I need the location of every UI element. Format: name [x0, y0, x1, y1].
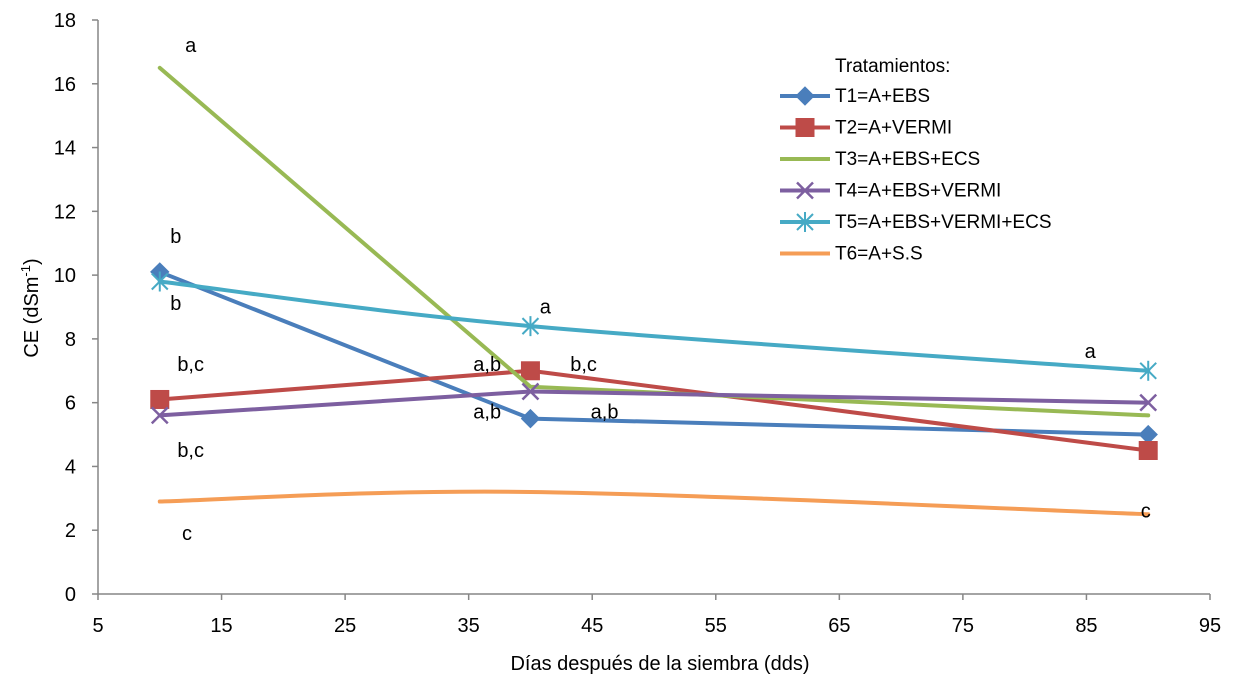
y-tick-label: 14 [54, 138, 76, 160]
series-2 [150, 361, 1158, 460]
x-tick-label: 65 [828, 615, 850, 637]
y-tick-label: 10 [54, 265, 76, 287]
y-tick-label: 2 [65, 520, 76, 542]
y-axis-title-close: ) [21, 258, 43, 265]
y-tick-label: 18 [54, 10, 76, 32]
data-point [1139, 393, 1158, 412]
series-line [157, 65, 1151, 418]
x-tick-label: 45 [581, 615, 603, 637]
y-tick-label: 6 [65, 393, 76, 415]
legend-marker [795, 86, 815, 106]
legend-label: T3=A+EBS+ECS [835, 149, 980, 170]
series-3 [157, 65, 1151, 418]
data-point [1138, 424, 1158, 445]
significance-label: c [1141, 500, 1151, 522]
series-6 [157, 489, 1151, 517]
x-tick-label: 95 [1199, 615, 1221, 637]
data-point [521, 382, 540, 401]
legend-label: T2=A+VERMI [835, 118, 952, 139]
series-layer [150, 65, 1158, 517]
significance-label: b,c [177, 440, 204, 462]
legend-label: T6=A+S.S [835, 244, 923, 265]
y-axis-title: CE (dSm-1) [18, 258, 43, 357]
legend-item: T1=A+EBS [780, 86, 930, 107]
series-line [157, 489, 1151, 517]
data-point [150, 406, 169, 425]
axes: 0 2 4 6 8 10 12 14 16 18 5 15 25 35 45 55 65 75 85 95 [54, 10, 1221, 637]
series-line [157, 368, 1151, 453]
y-tick-label: 12 [54, 201, 76, 223]
significance-label: c [182, 523, 192, 545]
legend-label: T4=A+EBS+VERMI [835, 181, 1001, 202]
series-5 [151, 271, 1157, 381]
significance-label: b [170, 226, 181, 248]
legend-label: T5=A+EBS+VERMI+ECS [835, 212, 1052, 233]
x-axis-title: Días después de la siembra (dds) [510, 653, 809, 675]
y-tick-label: 4 [65, 456, 76, 478]
legend: Tratamientos: T1=A+EBS T2=A+VERMI T3=A+EBS+… [780, 56, 1052, 265]
legend-item: T4=A+EBS+VERMI [780, 181, 1001, 202]
significance-label: a,b [473, 354, 501, 376]
significance-label: b [170, 293, 181, 315]
legend-marker [796, 212, 814, 232]
data-point [521, 316, 540, 337]
legend-item: T3=A+EBS+ECS [780, 149, 980, 170]
y-tick-label: 16 [54, 74, 76, 96]
legend-item: T6=A+S.S [780, 244, 923, 265]
data-point [520, 408, 541, 429]
series-line [157, 389, 1151, 418]
legend-item: T2=A+VERMI [780, 118, 952, 139]
x-tick-label: 15 [210, 615, 232, 637]
significance-label: a,b [473, 402, 501, 424]
legend-item: T5=A+EBS+VERMI+ECS [780, 212, 1052, 233]
significance-label: a,b [591, 402, 619, 424]
legend-title: Tratamientos: [835, 56, 950, 77]
significance-label: a [185, 35, 197, 57]
significance-label: b,c [177, 354, 204, 376]
x-tick-label: 85 [1075, 615, 1097, 637]
x-tick-label: 35 [458, 615, 480, 637]
series-1 [150, 262, 1158, 445]
legend-marker [796, 181, 814, 200]
data-point [1138, 441, 1158, 460]
annotations: a b b b,c b,c c a,b a,b b,c a,b a a c [170, 35, 1150, 545]
x-tick-label: 5 [92, 615, 103, 637]
data-point [520, 361, 540, 381]
y-axis-title-main: CE (dSm [21, 277, 43, 358]
y-tick-label: 8 [65, 329, 76, 351]
x-tick-label: 25 [334, 615, 356, 637]
legend-label: T1=A+EBS [835, 86, 930, 107]
series-4 [150, 382, 1158, 425]
legend-marker [795, 118, 815, 137]
y-tick-label: 0 [65, 584, 76, 606]
significance-label: a [540, 296, 552, 318]
y-axis-title-superscript: -1 [18, 265, 33, 277]
data-point [151, 271, 169, 292]
x-tick-label: 75 [952, 615, 974, 637]
data-point [150, 389, 170, 409]
significance-label: b,c [570, 354, 597, 376]
significance-label: a [1085, 341, 1097, 363]
x-tick-label: 55 [705, 615, 727, 637]
data-point [1139, 360, 1157, 381]
series-line [157, 279, 1151, 373]
